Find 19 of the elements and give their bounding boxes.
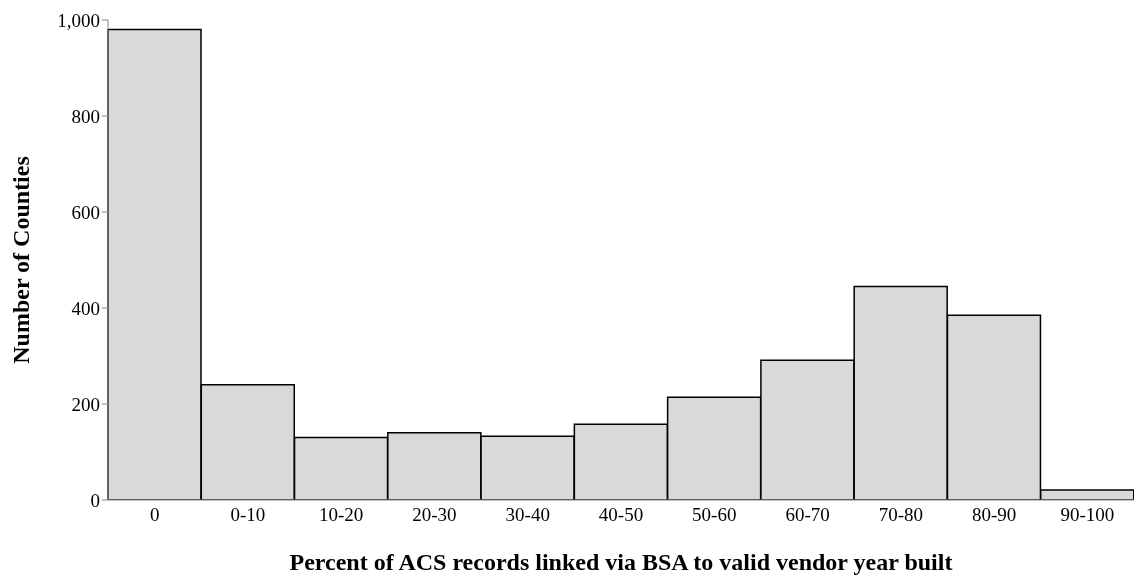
x-tick-label: 10-20 [319,504,364,526]
y-tick-label: 600 [71,201,100,223]
x-tick-label: 50-60 [692,504,737,526]
y-tick-label: 800 [71,105,100,127]
x-tick-label: 0-10 [230,504,266,526]
x-axis-title: Percent of ACS records linked via BSA to valid vendor year built [289,549,953,575]
y-axis-title: Number of Counties [7,156,34,364]
x-tick-label: 30-40 [505,504,550,526]
y-tick-label: 400 [71,297,100,319]
x-tick-label: 60-70 [785,504,830,526]
x-tick-label: 20-30 [412,504,457,526]
x-tick-label: 90-100 [1060,504,1115,526]
y-tick-label: 1,000 [57,9,100,31]
y-tick-label: 200 [71,393,100,415]
x-tick-label: 40-50 [598,504,644,526]
x-tick-label: 80-90 [971,504,1017,526]
x-tick-label: 70-80 [878,504,923,526]
x-tick-label: 0 [149,504,160,526]
y-tick-label: 0 [90,489,100,511]
